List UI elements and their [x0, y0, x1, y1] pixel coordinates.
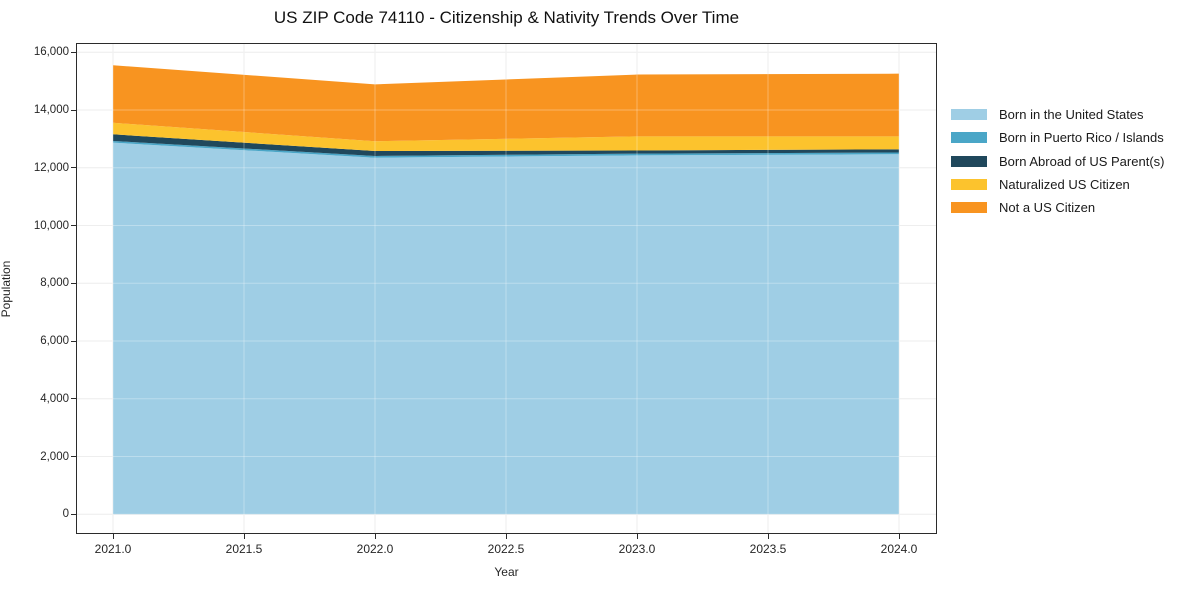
x-tick-label: 2021.5 [225, 542, 263, 556]
area-series-4 [113, 65, 899, 142]
x-tick-mark [898, 534, 900, 539]
legend-item: Not a US Citizen [951, 196, 1164, 219]
x-tick-mark [767, 534, 769, 539]
x-tick-mark [374, 534, 376, 539]
y-tick-mark [71, 282, 76, 284]
x-tick-mark [636, 534, 638, 539]
y-tick-mark [71, 340, 76, 342]
y-tick-label: 16,000 [33, 46, 69, 59]
x-tick-label: 2021.0 [94, 542, 132, 556]
plot-area [76, 43, 937, 534]
x-tick-mark [505, 534, 507, 539]
plot-border [76, 43, 937, 534]
y-tick-label: 12,000 [33, 161, 69, 174]
x-tick-label: 2024.0 [880, 542, 918, 556]
y-tick-mark [71, 398, 76, 400]
x-tick-mark [112, 534, 114, 539]
chart-title: US ZIP Code 74110 - Citizenship & Nativi… [273, 8, 740, 27]
area-series-0 [113, 142, 899, 515]
legend-label: Naturalized US Citizen [999, 177, 1130, 193]
area-series-2 [113, 134, 899, 156]
y-tick-mark [71, 225, 76, 227]
legend-swatch [951, 155, 987, 167]
legend-item: Born in the United States [951, 103, 1164, 126]
x-tick-mark [243, 534, 245, 539]
y-tick-mark [71, 513, 76, 515]
area-series-1 [113, 140, 899, 158]
y-tick-label: 14,000 [33, 104, 69, 117]
legend-swatch [951, 202, 987, 214]
x-tick-label: 2023.5 [749, 542, 787, 556]
x-tick-label: 2022.0 [356, 542, 394, 556]
legend-swatch [951, 132, 987, 144]
area-series-3 [113, 122, 899, 152]
legend-label: Born in the United States [999, 107, 1144, 123]
legend: Born in the United States Born in Puerto … [951, 103, 1164, 219]
y-tick-label: 0 [62, 508, 69, 521]
y-tick-label: 6,000 [40, 335, 69, 348]
x-tick-label: 2023.0 [618, 542, 656, 556]
legend-label: Born in Puerto Rico / Islands [999, 130, 1164, 146]
y-tick-label: 8,000 [40, 277, 69, 290]
legend-label: Not a US Citizen [999, 200, 1096, 216]
y-tick-label: 4,000 [40, 392, 69, 405]
x-axis-label: Year [494, 565, 519, 579]
legend-item: Naturalized US Citizen [951, 173, 1164, 196]
y-tick-mark [71, 456, 76, 458]
legend-swatch [951, 179, 987, 191]
legend-item: Born in Puerto Rico / Islands [951, 126, 1164, 149]
legend-label: Born Abroad of US Parent(s) [999, 153, 1165, 169]
y-tick-mark [71, 51, 76, 53]
legend-swatch [951, 109, 987, 121]
x-tick-label: 2022.5 [487, 542, 525, 556]
y-tick-label: 2,000 [40, 450, 69, 463]
legend-item: Born Abroad of US Parent(s) [951, 150, 1164, 173]
y-tick-mark [71, 167, 76, 169]
y-tick-mark [71, 109, 76, 111]
y-tick-label: 10,000 [33, 219, 69, 232]
